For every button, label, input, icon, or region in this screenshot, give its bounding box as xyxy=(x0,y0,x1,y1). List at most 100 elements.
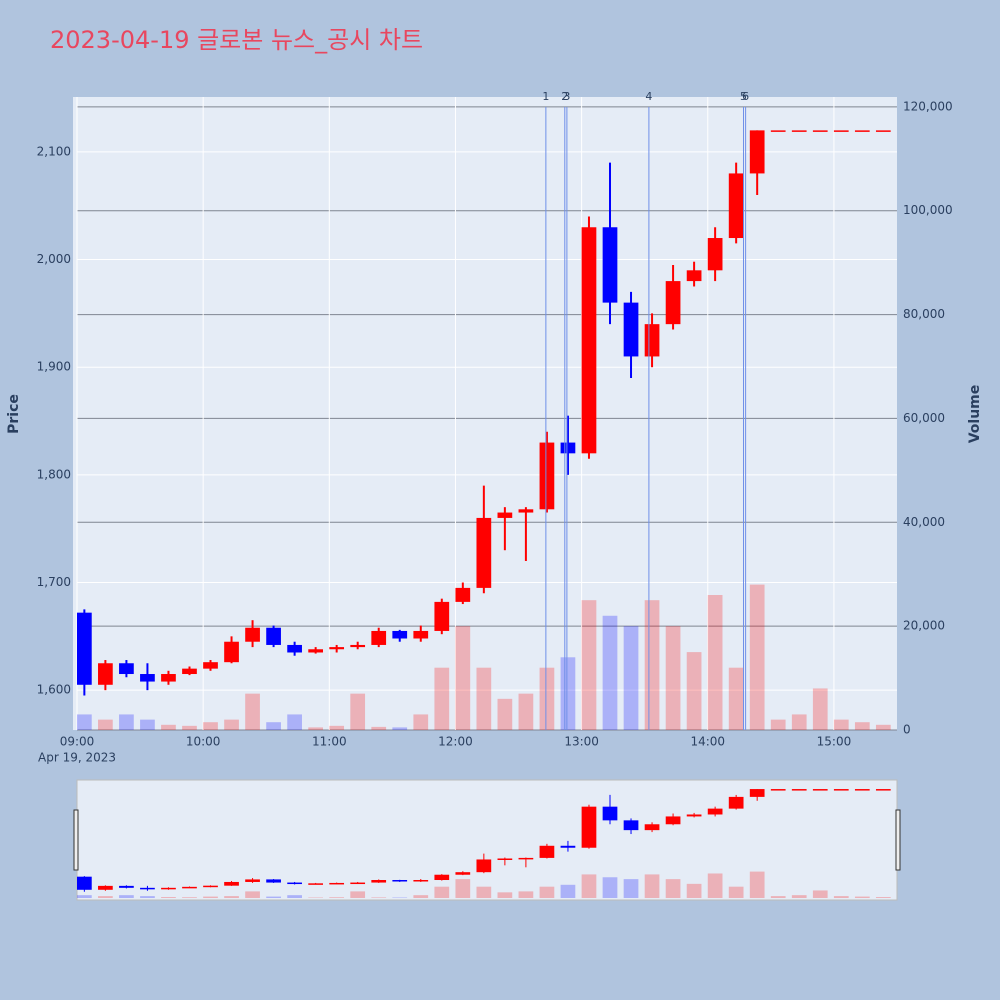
slider-volume-bar xyxy=(686,883,702,898)
slider-candle-body xyxy=(245,879,260,882)
volume-bar xyxy=(350,693,366,730)
slider-volume-bar xyxy=(287,895,302,898)
slider-candle-body xyxy=(560,845,576,848)
candle-body xyxy=(539,442,555,510)
candle-body xyxy=(728,173,744,239)
x-tick-label: 09:00 xyxy=(60,735,95,749)
slider-volume-bar xyxy=(707,873,723,898)
candle-body xyxy=(497,512,513,518)
slider-volume-bar xyxy=(182,897,197,898)
y-tick-label: 2,100 xyxy=(37,144,71,158)
slider-volume-bar xyxy=(665,879,681,898)
slider-volume-bar xyxy=(875,897,891,898)
range-handle[interactable] xyxy=(73,809,79,871)
range-handle[interactable] xyxy=(895,809,901,871)
y2-tick-label: 100,000 xyxy=(903,203,953,217)
candle-body xyxy=(413,630,429,639)
slider-volume-bar xyxy=(833,896,849,898)
candle-body xyxy=(749,130,765,174)
volume-bar xyxy=(602,615,618,730)
volume-bar xyxy=(791,714,807,730)
candle-body xyxy=(770,130,786,132)
y2-axis-title: Volume xyxy=(967,385,983,444)
volume-bar xyxy=(203,722,218,730)
slider-volume-bar xyxy=(245,891,260,898)
volume-bar xyxy=(434,667,450,730)
candle-body xyxy=(644,324,660,357)
slider-volume-bar xyxy=(203,896,218,898)
slider-candle-body xyxy=(539,845,555,858)
slider-candle-body xyxy=(707,808,723,815)
slider-candle-body xyxy=(623,820,639,831)
candle-body xyxy=(350,644,366,648)
slider-candle-body xyxy=(665,816,681,825)
volume-bar xyxy=(371,726,387,730)
volume-bar xyxy=(308,727,323,730)
slider-volume-bar xyxy=(476,886,492,898)
slider-candle-body xyxy=(140,887,155,890)
slider-volume-bar xyxy=(434,886,450,898)
y-tick-label: 1,800 xyxy=(37,467,71,481)
slider-candle-body xyxy=(791,789,807,791)
volume-bar xyxy=(875,724,891,730)
slider-candle-body xyxy=(161,887,176,890)
volume-bar xyxy=(644,600,660,730)
slider-volume-bar xyxy=(224,896,239,898)
x-tick-label: 14:00 xyxy=(690,735,725,749)
y2-tick-label: 40,000 xyxy=(903,515,945,529)
candle-body xyxy=(182,668,197,675)
y-tick-label: 1,700 xyxy=(37,575,71,589)
volume-bar xyxy=(266,722,281,730)
slider-candle-body xyxy=(266,879,281,883)
slider-candle-body xyxy=(371,880,387,883)
candle-body xyxy=(371,630,387,645)
slider-volume-bar xyxy=(329,897,345,898)
candle-body xyxy=(602,227,618,303)
candle-body xyxy=(98,663,113,685)
slider-candle-body xyxy=(455,872,471,875)
candle-body xyxy=(140,674,155,682)
slider-candle-body xyxy=(77,876,92,890)
slider-volume-bar xyxy=(266,896,281,898)
volume-bar xyxy=(245,693,260,730)
slider-volume-bar xyxy=(518,891,534,898)
volume-bar xyxy=(518,693,534,730)
x-tick-label: 11:00 xyxy=(312,735,347,749)
candle-body xyxy=(854,130,870,132)
candle-body xyxy=(707,238,723,271)
news-label: 1 xyxy=(542,90,549,103)
slider-candle-body xyxy=(413,880,429,882)
x-tick-label: 13:00 xyxy=(564,735,599,749)
news-label: 6 xyxy=(742,90,749,103)
slider-candle-body xyxy=(833,789,849,791)
slider-candle-body xyxy=(203,885,218,888)
slider-candle-body xyxy=(686,814,702,817)
slider-volume-bar xyxy=(539,886,555,898)
slider-volume-bar xyxy=(497,892,513,898)
slider-volume-bar xyxy=(413,895,429,898)
candle-body xyxy=(308,649,323,653)
volume-bar xyxy=(329,725,345,730)
slider-candle-body xyxy=(308,883,323,885)
volume-bar xyxy=(161,724,176,730)
slider-candle-body xyxy=(581,806,597,848)
candle-body xyxy=(119,663,134,675)
candle-body xyxy=(665,281,681,325)
chart-title: 2023-04-19 글로본 뉴스_공시 차트 xyxy=(50,26,423,54)
slider-candle-body xyxy=(875,789,891,791)
slider-candle-body xyxy=(812,789,828,791)
range-slider[interactable] xyxy=(76,779,898,901)
slider-volume-bar xyxy=(350,891,366,898)
candle-body xyxy=(455,587,471,602)
slider-candle-body xyxy=(497,858,513,860)
volume-bar xyxy=(833,719,849,730)
slider-volume-bar xyxy=(455,879,471,898)
candle-body xyxy=(581,227,597,454)
candle-body xyxy=(161,674,176,682)
x-date-label: Apr 19, 2023 xyxy=(38,751,116,765)
slider-volume-bar xyxy=(623,879,639,898)
x-tick-label: 10:00 xyxy=(186,735,221,749)
slider-candle-body xyxy=(224,881,239,886)
candle-body xyxy=(476,517,492,588)
y2-tick-label: 120,000 xyxy=(903,99,953,113)
